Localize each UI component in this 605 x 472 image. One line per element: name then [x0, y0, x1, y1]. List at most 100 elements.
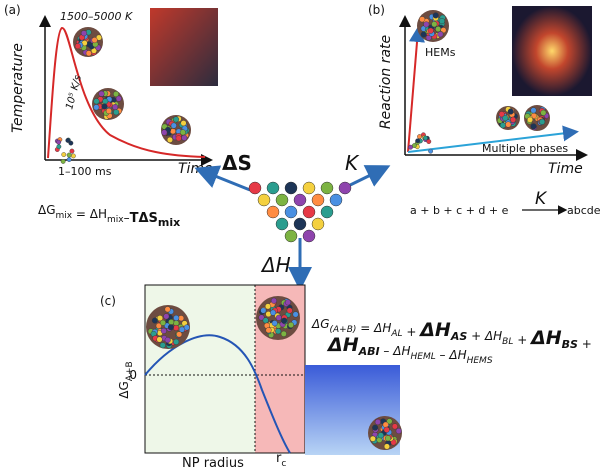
atom: [507, 108, 514, 115]
atom: [438, 18, 445, 25]
symbol: =: [72, 207, 90, 221]
atom: [164, 337, 171, 344]
atom: [530, 107, 537, 114]
atom: [311, 217, 325, 231]
subscript: A+B: [125, 361, 135, 381]
atom: [275, 328, 282, 335]
atom: [262, 317, 269, 324]
atom: [166, 136, 173, 143]
atom: [432, 12, 439, 19]
y-axis-label: Temperature: [10, 43, 26, 133]
atom: [502, 115, 509, 122]
reactants: a + b + c + d + e: [410, 204, 509, 217]
atom: [498, 111, 505, 118]
atom: [56, 144, 62, 150]
critical-label: rc: [276, 451, 286, 469]
atom: [70, 153, 76, 159]
atom: [265, 327, 272, 334]
atom: [293, 193, 307, 207]
atom: [260, 307, 267, 314]
atom: [302, 181, 316, 195]
atom: [417, 134, 422, 139]
atom: [66, 152, 72, 158]
atom-group: [54, 137, 76, 164]
atom: [302, 229, 316, 243]
atom: [374, 419, 381, 426]
atom: [65, 138, 71, 143]
panel-c: (c) 0 ΔGA+B NP radius rc ΔG(A+B) = ΔHAL …: [100, 284, 592, 471]
hems-label: HEMs: [425, 46, 456, 59]
atom: [266, 181, 280, 195]
atom: [74, 43, 81, 50]
symbol: ΔH: [448, 348, 466, 362]
atom: [391, 423, 398, 430]
temperature-curve: [47, 26, 206, 159]
atom: [384, 435, 391, 442]
panel-b: (b) Reaction rate Time HEMs Multiple pha…: [368, 3, 601, 217]
atom: [113, 91, 120, 98]
atom: [170, 122, 177, 129]
atom: [320, 181, 334, 195]
subscript: mix: [56, 211, 73, 221]
atom: [179, 129, 186, 136]
panel-label: (a): [4, 3, 21, 17]
atom-cluster: [248, 181, 352, 243]
atom: [248, 181, 262, 195]
atom: [408, 144, 413, 150]
atom: [102, 98, 109, 105]
atom: [383, 443, 390, 450]
atom: [173, 314, 180, 321]
atom: [66, 157, 72, 162]
symbol: –: [436, 348, 450, 362]
atom: [423, 21, 430, 28]
atom: [264, 303, 271, 310]
atom: [369, 435, 376, 442]
atom: [91, 37, 98, 44]
rate-constant: K: [535, 189, 548, 209]
peak-label: 1500–5000 K: [60, 10, 133, 23]
nanoparticle: [73, 27, 103, 57]
atom: [286, 307, 293, 314]
atom: [383, 426, 390, 433]
subscript: AL: [390, 329, 402, 339]
atom: [98, 90, 105, 97]
rate-label: 10⁵ K/s: [64, 74, 84, 111]
atom-group: [408, 132, 434, 154]
atom: [275, 217, 289, 231]
zero-label: 0: [129, 368, 137, 382]
symbol: ΔH: [326, 334, 359, 356]
atom: [338, 181, 352, 195]
atom: [426, 139, 432, 144]
atom: [160, 327, 167, 334]
symbol: +: [403, 325, 421, 339]
subscript: AS: [450, 330, 468, 343]
nanoparticle: [496, 106, 520, 130]
atom: [164, 306, 171, 313]
center: ΔS K ΔH: [194, 151, 391, 291]
atom: [180, 120, 187, 127]
atom: [527, 116, 534, 123]
panel-label: (c): [100, 294, 116, 308]
subscript: mix: [107, 215, 124, 225]
y-axis-label: ΔGA+B: [117, 361, 135, 398]
subscript: HEMS: [467, 356, 493, 366]
atom: [173, 338, 180, 345]
atom: [510, 116, 517, 123]
atom: [420, 31, 427, 38]
atom: [69, 148, 75, 154]
atom: [435, 26, 442, 33]
atom: [163, 313, 170, 320]
atom: [302, 205, 316, 219]
atom: [311, 193, 325, 207]
atom: [159, 319, 166, 326]
atom: [93, 104, 100, 111]
symbol: ΔH: [484, 329, 502, 343]
product: abcde: [567, 204, 601, 217]
atom: [112, 104, 119, 111]
nanoparticle: [524, 105, 550, 131]
symbol: ΔG: [38, 203, 56, 217]
atom: [428, 148, 434, 154]
subscript: ABI: [358, 345, 380, 358]
symbol: ΔG: [311, 317, 330, 331]
atom: [499, 122, 506, 129]
